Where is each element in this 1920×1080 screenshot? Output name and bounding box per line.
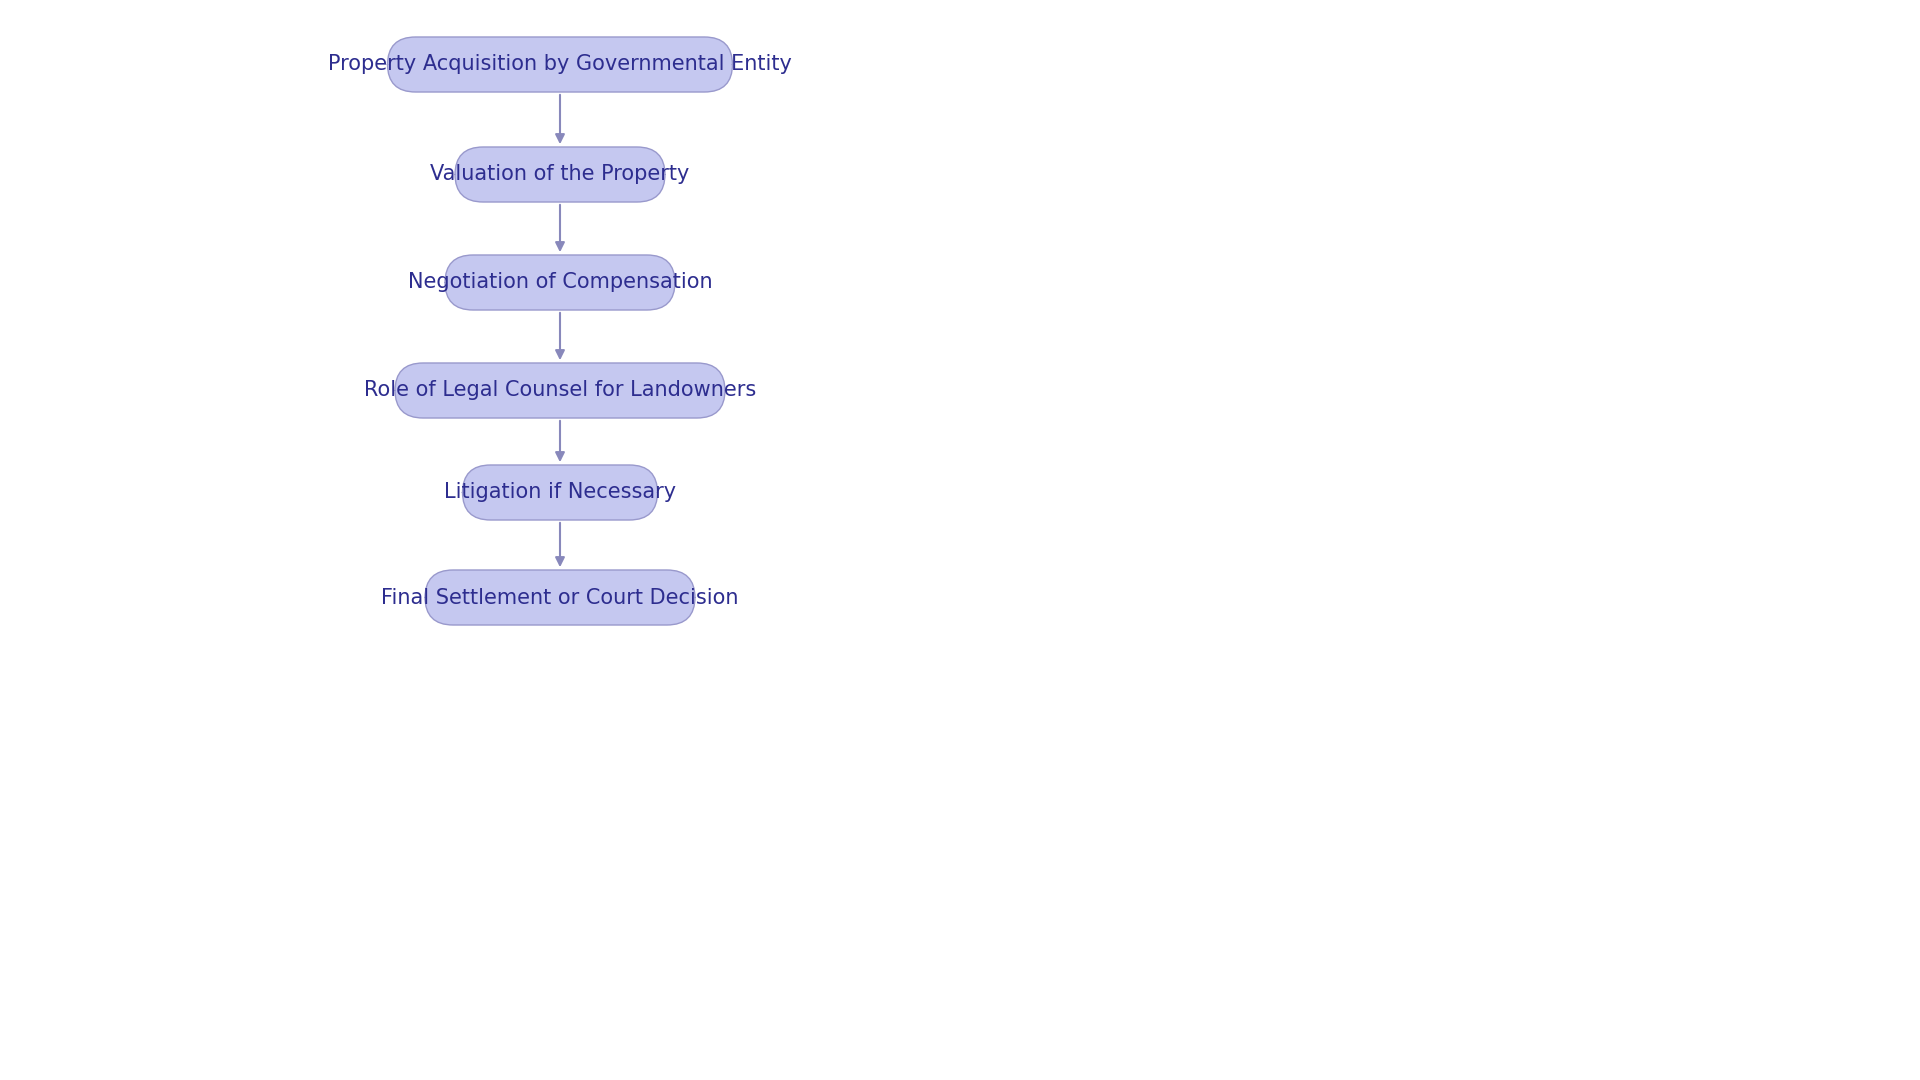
Text: Litigation if Necessary: Litigation if Necessary xyxy=(444,483,676,502)
FancyBboxPatch shape xyxy=(396,363,726,418)
FancyBboxPatch shape xyxy=(388,37,733,92)
Text: Negotiation of Compensation: Negotiation of Compensation xyxy=(407,272,712,293)
Text: Role of Legal Counsel for Landowners: Role of Legal Counsel for Landowners xyxy=(365,380,756,401)
FancyBboxPatch shape xyxy=(463,465,657,519)
Text: Property Acquisition by Governmental Entity: Property Acquisition by Governmental Ent… xyxy=(328,54,791,75)
Text: Valuation of the Property: Valuation of the Property xyxy=(430,164,689,185)
FancyBboxPatch shape xyxy=(445,255,676,310)
Text: Final Settlement or Court Decision: Final Settlement or Court Decision xyxy=(382,588,739,607)
FancyBboxPatch shape xyxy=(455,147,664,202)
FancyBboxPatch shape xyxy=(424,570,695,625)
